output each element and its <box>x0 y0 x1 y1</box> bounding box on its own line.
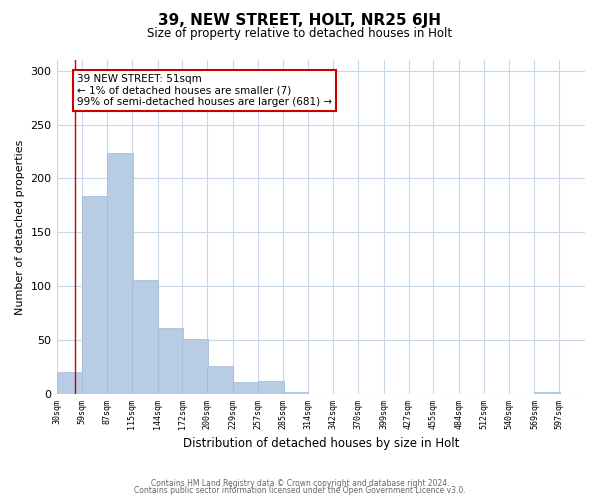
Bar <box>56 372 82 394</box>
Text: Size of property relative to detached houses in Holt: Size of property relative to detached ho… <box>148 28 452 40</box>
Y-axis label: Number of detached properties: Number of detached properties <box>15 139 25 314</box>
Bar <box>158 328 184 394</box>
Bar <box>107 152 133 394</box>
Bar <box>132 280 158 394</box>
Text: 39, NEW STREET, HOLT, NR25 6JH: 39, NEW STREET, HOLT, NR25 6JH <box>158 12 442 28</box>
Bar <box>82 196 108 394</box>
Bar <box>258 381 284 394</box>
Bar <box>233 382 259 394</box>
Bar <box>535 392 560 394</box>
Text: Contains HM Land Registry data © Crown copyright and database right 2024.: Contains HM Land Registry data © Crown c… <box>151 478 449 488</box>
Bar <box>182 339 208 394</box>
X-axis label: Distribution of detached houses by size in Holt: Distribution of detached houses by size … <box>182 437 459 450</box>
Text: 39 NEW STREET: 51sqm
← 1% of detached houses are smaller (7)
99% of semi-detache: 39 NEW STREET: 51sqm ← 1% of detached ho… <box>77 74 332 107</box>
Text: Contains public sector information licensed under the Open Government Licence v3: Contains public sector information licen… <box>134 486 466 495</box>
Bar <box>207 366 233 394</box>
Bar <box>283 392 308 394</box>
